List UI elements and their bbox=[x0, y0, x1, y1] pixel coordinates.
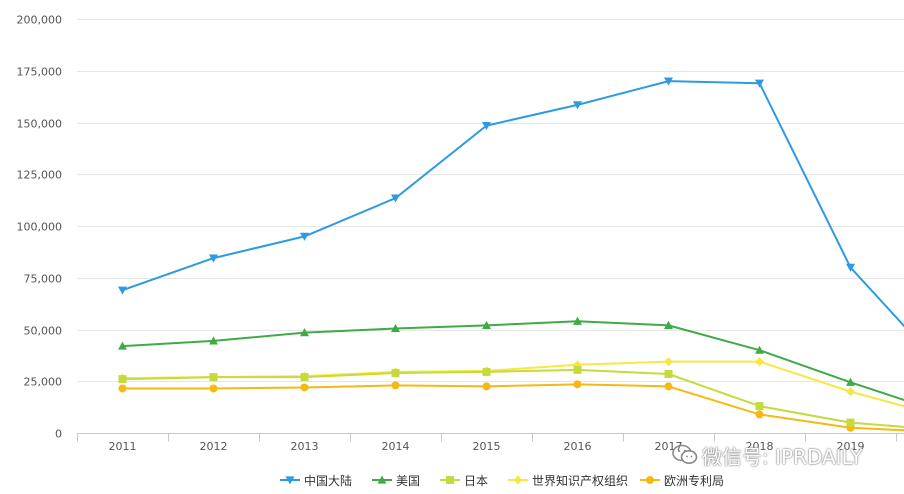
data-point bbox=[391, 368, 400, 377]
data-point bbox=[846, 418, 855, 427]
data-point bbox=[118, 384, 127, 393]
y-axis: 0 25,000 50,000 75,000 100,000 125,000 150,000… bbox=[17, 14, 63, 441]
line-chart: 0 25,000 50,000 75,000 100,000 125,000 150,000… bbox=[17, 14, 904, 453]
x-tick-label: 2017 bbox=[655, 440, 683, 453]
legend: 中国大陆 美国 日本 世界知识产权组织 欧洲专利局 bbox=[0, 470, 904, 490]
x-tick-label: 2016 bbox=[564, 440, 592, 453]
legend-swatch-marker bbox=[446, 476, 454, 484]
data-point bbox=[209, 373, 218, 382]
data-point bbox=[300, 373, 309, 382]
data-point bbox=[664, 357, 673, 367]
legend-item[interactable]: 世界知识产权组织 bbox=[508, 470, 628, 490]
legend-swatch bbox=[372, 475, 392, 484]
y-tick-label: 200,000 bbox=[17, 14, 63, 27]
data-point bbox=[391, 381, 400, 390]
legend-swatch bbox=[508, 475, 528, 485]
data-point bbox=[118, 286, 127, 295]
legend-label: 欧洲专利局 bbox=[664, 473, 725, 488]
data-point bbox=[300, 383, 309, 392]
data-point bbox=[755, 410, 764, 419]
legend-label: 世界知识产权组织 bbox=[532, 473, 629, 488]
legend-item[interactable]: 日本 bbox=[440, 470, 488, 490]
y-tick-label: 100,000 bbox=[17, 221, 63, 234]
x-tick-label: 2013 bbox=[291, 440, 319, 453]
y-tick-label: 175,000 bbox=[17, 66, 63, 79]
legend-label: 中国大陆 bbox=[304, 473, 353, 488]
y-tick-label: 50,000 bbox=[24, 325, 63, 338]
data-point bbox=[846, 377, 855, 386]
y-tick-label: 150,000 bbox=[17, 118, 63, 131]
data-point bbox=[209, 254, 218, 263]
legend-item[interactable]: 欧洲专利局 bbox=[640, 470, 724, 490]
data-point bbox=[573, 316, 582, 325]
legend-swatch-marker bbox=[646, 476, 654, 484]
legend-swatch bbox=[640, 476, 660, 484]
data-point bbox=[391, 194, 400, 203]
y-tick-label: 125,000 bbox=[17, 169, 63, 182]
y-tick-label: 25,000 bbox=[24, 376, 63, 389]
data-point bbox=[482, 320, 491, 329]
data-point bbox=[209, 336, 218, 345]
legend-swatch-marker bbox=[377, 475, 387, 484]
series-line-1 bbox=[122, 320, 904, 401]
data-point bbox=[118, 341, 127, 350]
data-point bbox=[755, 357, 764, 367]
data-point bbox=[482, 367, 491, 376]
legend-item[interactable]: 中国大陆 bbox=[280, 470, 352, 490]
data-point bbox=[300, 232, 309, 241]
x-tick-label: 2014 bbox=[382, 440, 410, 453]
legend-item[interactable]: 美国 bbox=[372, 470, 420, 490]
x-axis: 2011 2012 2013 2014 2015 2016 2017 2018 2019 bbox=[77, 433, 904, 453]
data-point bbox=[664, 77, 673, 86]
data-point bbox=[755, 79, 764, 88]
x-tick-label: 2012 bbox=[200, 440, 228, 453]
data-point bbox=[209, 384, 218, 393]
x-tick-label: 2011 bbox=[109, 440, 137, 453]
data-point bbox=[755, 345, 764, 354]
data-point bbox=[664, 382, 673, 391]
legend-swatch bbox=[280, 476, 300, 485]
watermark-text: 微信号: IPRDAILY bbox=[702, 444, 863, 469]
legend-swatch-marker bbox=[285, 476, 295, 485]
data-point bbox=[846, 263, 855, 272]
data-point bbox=[573, 365, 582, 374]
data-point bbox=[573, 101, 582, 110]
grid-lines bbox=[77, 19, 904, 382]
data-point bbox=[118, 375, 127, 384]
data-point bbox=[482, 382, 491, 391]
data-point bbox=[391, 323, 400, 333]
y-tick-label: 75,000 bbox=[24, 273, 63, 286]
legend-label: 日本 bbox=[464, 473, 489, 488]
legend-label: 美国 bbox=[396, 473, 421, 488]
series-line-2 bbox=[122, 368, 904, 428]
series-line-0 bbox=[122, 80, 904, 328]
series-lines bbox=[122, 80, 904, 432]
data-point bbox=[664, 370, 673, 379]
x-tick-label: 2019 bbox=[837, 440, 865, 453]
legend-swatch bbox=[440, 476, 460, 484]
data-point bbox=[664, 320, 673, 329]
data-point bbox=[300, 328, 309, 337]
series-line-4 bbox=[122, 383, 904, 432]
data-point bbox=[755, 402, 764, 411]
data-point bbox=[846, 387, 855, 397]
y-tick-label: 0 bbox=[55, 428, 62, 441]
data-point bbox=[482, 122, 491, 131]
x-tick-label: 2015 bbox=[473, 440, 501, 453]
watermark: 微信号: IPRDAILY bbox=[672, 440, 862, 470]
data-point bbox=[573, 380, 582, 389]
wechat-icon bbox=[672, 444, 698, 464]
series-markers bbox=[118, 77, 855, 432]
legend-swatch-marker bbox=[513, 475, 523, 485]
x-tick-label: 2018 bbox=[746, 440, 774, 453]
